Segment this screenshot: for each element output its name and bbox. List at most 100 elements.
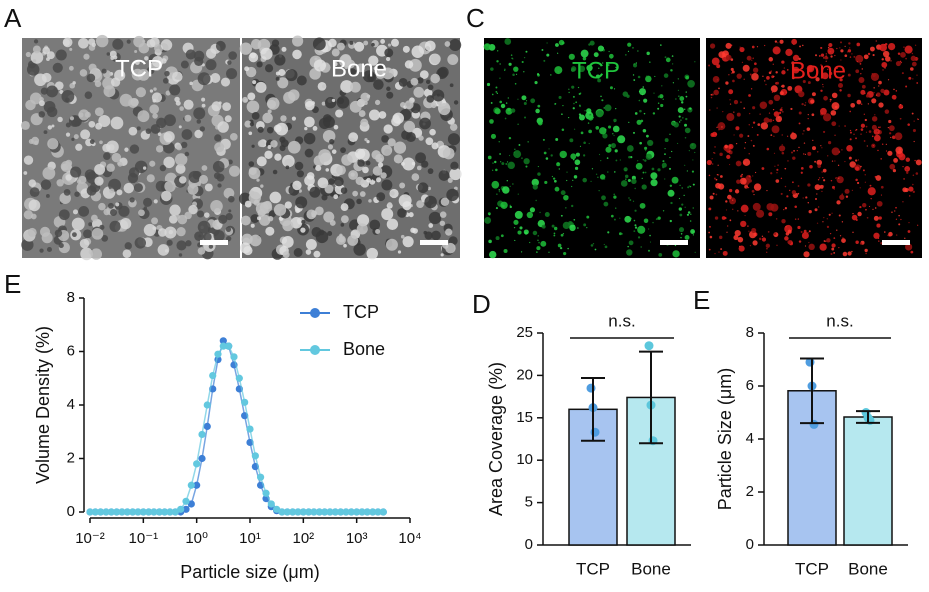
- texture: [798, 90, 805, 98]
- texture: [740, 220, 747, 228]
- texture: [300, 227, 306, 233]
- texture: [483, 43, 491, 51]
- texture: [447, 177, 453, 183]
- texture: [75, 143, 83, 151]
- texture: [558, 95, 562, 99]
- texture: [634, 187, 636, 190]
- texture: [779, 119, 781, 121]
- texture: [831, 121, 837, 127]
- texture: [180, 60, 189, 69]
- texture: [821, 190, 823, 193]
- texture: [531, 178, 539, 187]
- texture: [797, 225, 801, 230]
- texture: [380, 172, 387, 179]
- texture: [730, 67, 734, 71]
- texture: [411, 161, 416, 166]
- texture: [842, 251, 848, 257]
- texture: [728, 188, 733, 193]
- texture: [637, 75, 641, 79]
- texture: [166, 239, 173, 246]
- texture: [902, 187, 908, 193]
- texture: [500, 161, 502, 163]
- texture: [453, 100, 459, 105]
- texture: [155, 145, 164, 153]
- texture: [544, 212, 550, 217]
- texture: [298, 189, 302, 193]
- texture: [338, 236, 345, 243]
- texture: [768, 71, 772, 75]
- texture: [248, 131, 253, 136]
- texture: [669, 156, 671, 159]
- texture: [357, 214, 370, 227]
- texture: [711, 131, 718, 137]
- texture: [589, 40, 595, 46]
- texture: [568, 53, 575, 60]
- texture: [908, 186, 914, 192]
- texture: [828, 66, 830, 69]
- texture: [895, 218, 898, 220]
- texture: [747, 225, 749, 227]
- texture: [586, 108, 592, 114]
- texture: [841, 149, 843, 151]
- texture: [875, 175, 882, 181]
- texture: [851, 214, 858, 221]
- texture: [792, 181, 794, 184]
- texture: [486, 82, 491, 87]
- texture: [916, 57, 919, 60]
- texture: [129, 144, 140, 154]
- texture: [333, 124, 339, 130]
- texture: [859, 187, 861, 189]
- error-bar: [639, 350, 663, 445]
- texture: [574, 166, 579, 170]
- texture: [679, 213, 683, 217]
- texture: [74, 191, 80, 197]
- texture: [287, 140, 301, 154]
- texture: [866, 216, 869, 219]
- texture: [386, 86, 391, 91]
- texture: [904, 45, 913, 54]
- texture: [248, 52, 259, 63]
- texture: [615, 207, 617, 209]
- texture: [863, 54, 869, 60]
- texture: [671, 55, 674, 57]
- texture: [807, 202, 810, 204]
- texture: [28, 179, 37, 188]
- texture: [777, 164, 779, 166]
- texture: [588, 115, 594, 121]
- texture: [791, 76, 795, 80]
- texture: [58, 209, 70, 221]
- texture: [449, 38, 462, 52]
- texture: [360, 92, 370, 103]
- texture: [145, 128, 152, 134]
- texture: [304, 175, 315, 186]
- texture: [372, 166, 383, 176]
- y-tick-label: 0: [67, 503, 75, 520]
- texture: [740, 204, 749, 213]
- texture: [204, 212, 210, 218]
- texture: [487, 155, 492, 160]
- texture: [845, 195, 849, 198]
- texture: [325, 168, 330, 172]
- texture: [419, 117, 431, 130]
- texture: [638, 90, 641, 93]
- error-bar: [581, 376, 605, 442]
- texture: [356, 198, 362, 205]
- texture: [827, 155, 829, 157]
- texture: [384, 48, 394, 58]
- texture: [489, 250, 497, 259]
- texture: [633, 230, 636, 233]
- texture: [635, 162, 643, 170]
- texture: [187, 183, 199, 195]
- texture: [863, 140, 866, 142]
- texture: [197, 247, 206, 255]
- data-point: [113, 508, 121, 516]
- texture: [99, 140, 103, 145]
- data-point: [246, 425, 254, 433]
- texture: [146, 174, 155, 183]
- texture: [739, 133, 744, 138]
- texture: [626, 249, 633, 256]
- texture: [776, 81, 780, 85]
- texture: [676, 142, 679, 145]
- texture: [878, 102, 884, 108]
- texture: [891, 135, 896, 140]
